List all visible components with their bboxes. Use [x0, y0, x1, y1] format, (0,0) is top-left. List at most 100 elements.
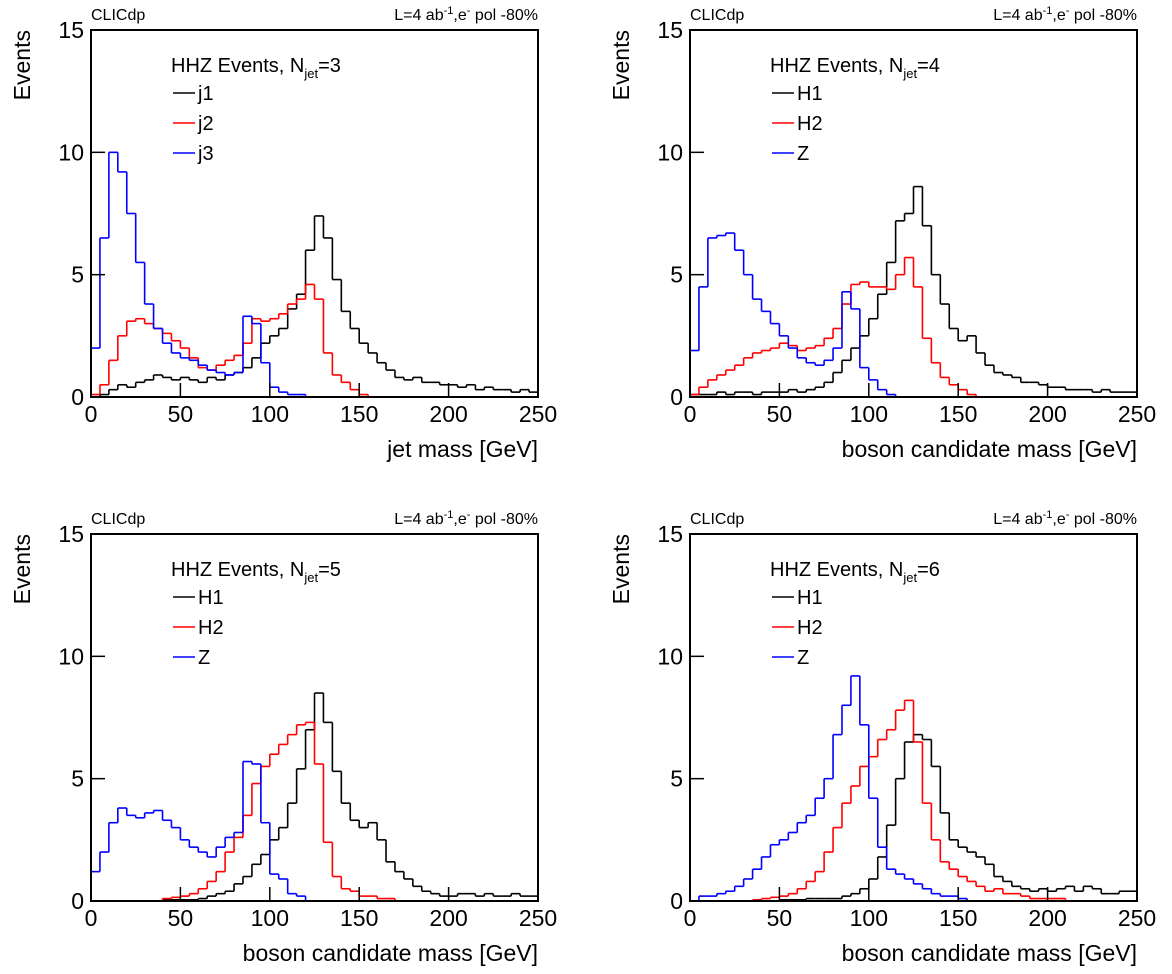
y-axis-label: Events	[9, 30, 35, 100]
luminosity-label: L=4 ab-1,e- pol -80%	[993, 5, 1137, 24]
y-axis-label: Events	[608, 534, 634, 604]
x-tick-label: 100	[251, 401, 289, 427]
label-part: L=4 ab	[993, 511, 1042, 528]
subscript: jet	[303, 66, 318, 81]
label-part: =4	[917, 55, 940, 77]
label-part: pol -80%	[470, 7, 538, 24]
x-tick-label: 150	[340, 401, 378, 427]
y-tick-label: 0	[71, 888, 84, 914]
legend-label: j3	[197, 143, 214, 165]
legend-label: j2	[197, 113, 214, 135]
label-part: L=4 ab	[394, 7, 443, 24]
plot-frame	[90, 533, 539, 902]
label-part: ,e	[453, 7, 466, 24]
x-tick-label: 50	[767, 905, 793, 931]
legend-label: H1	[797, 83, 823, 105]
superscript: -1	[444, 509, 454, 521]
y-tick-label: 0	[71, 384, 84, 410]
experiment-label: CLICdp	[690, 511, 744, 528]
superscript: -	[1066, 509, 1070, 521]
plot-frame	[689, 29, 1138, 398]
label-part: =3	[318, 55, 341, 77]
y-tick-label: 15	[58, 17, 84, 43]
y-tick-label: 5	[670, 766, 683, 792]
label-part: HHZ Events, N	[171, 55, 304, 77]
label-part: pol -80%	[1069, 7, 1137, 24]
x-tick-label: 0	[85, 905, 98, 931]
x-tick-label: 250	[1118, 905, 1156, 931]
label-part: =5	[318, 559, 341, 581]
x-tick-label: 50	[767, 401, 793, 427]
legend-title: HHZ Events, Njet=5	[171, 559, 341, 585]
experiment-label: CLICdp	[690, 7, 744, 24]
label-part: HHZ Events, N	[770, 559, 903, 581]
label-part: L=4 ab	[993, 7, 1042, 24]
y-axis-label: Events	[608, 30, 634, 100]
x-tick-label: 0	[684, 401, 697, 427]
label-part: pol -80%	[1069, 511, 1137, 528]
label-part: ,e	[1052, 7, 1065, 24]
x-tick-label: 50	[168, 905, 194, 931]
x-tick-label: 50	[168, 401, 194, 427]
legend-label: Z	[797, 647, 809, 669]
x-tick-label: 200	[1028, 401, 1066, 427]
label-part: ,e	[1052, 511, 1065, 528]
x-tick-label: 200	[429, 401, 467, 427]
legend-label: H2	[797, 113, 823, 135]
x-tick-label: 100	[850, 905, 888, 931]
x-tick-label: 200	[429, 905, 467, 931]
legend-label: j1	[197, 83, 214, 105]
superscript: -	[467, 509, 471, 521]
label-part: L=4 ab	[394, 511, 443, 528]
y-tick-label: 15	[58, 521, 84, 547]
x-axis-label: boson candidate mass [GeV]	[842, 940, 1137, 966]
experiment-label: CLICdp	[91, 7, 145, 24]
x-tick-label: 150	[939, 905, 977, 931]
legend-label: H2	[198, 617, 224, 639]
superscript: -1	[444, 5, 454, 17]
x-axis-label: jet mass [GeV]	[386, 436, 538, 462]
superscript: -1	[1043, 5, 1053, 17]
y-tick-label: 10	[657, 643, 683, 669]
y-tick-label: 5	[670, 262, 683, 288]
y-tick-label: 0	[670, 384, 683, 410]
y-axis-label: Events	[9, 534, 35, 604]
x-tick-label: 250	[519, 905, 557, 931]
luminosity-label: L=4 ab-1,e- pol -80%	[993, 509, 1137, 528]
superscript: -	[1066, 5, 1070, 17]
legend-label: Z	[797, 143, 809, 165]
plot-frame	[90, 29, 539, 398]
luminosity-label: L=4 ab-1,e- pol -80%	[394, 5, 538, 24]
y-tick-label: 10	[58, 643, 84, 669]
y-tick-label: 10	[58, 139, 84, 165]
x-axis-label: boson candidate mass [GeV]	[842, 436, 1137, 462]
y-tick-label: 0	[670, 888, 683, 914]
superscript: -1	[1043, 509, 1053, 521]
y-tick-label: 5	[71, 262, 84, 288]
label-part: pol -80%	[470, 511, 538, 528]
label-part: =6	[917, 559, 940, 581]
x-tick-label: 100	[850, 401, 888, 427]
legend-title: HHZ Events, Njet=3	[171, 55, 341, 81]
x-axis-label: boson candidate mass [GeV]	[243, 940, 538, 966]
legend-title: HHZ Events, Njet=6	[770, 559, 940, 585]
y-tick-label: 10	[657, 139, 683, 165]
x-tick-label: 250	[519, 401, 557, 427]
subscript: jet	[902, 570, 917, 585]
y-tick-label: 5	[71, 766, 84, 792]
x-tick-label: 200	[1028, 905, 1066, 931]
label-part: HHZ Events, N	[770, 55, 903, 77]
x-tick-label: 150	[939, 401, 977, 427]
legend-title: HHZ Events, Njet=4	[770, 55, 940, 81]
x-tick-label: 100	[251, 905, 289, 931]
legend-label: H1	[797, 587, 823, 609]
plot-frame	[689, 533, 1138, 902]
legend-label: H1	[198, 587, 224, 609]
legend-label: Z	[198, 647, 210, 669]
experiment-label: CLICdp	[91, 511, 145, 528]
superscript: -	[467, 5, 471, 17]
label-part: HHZ Events, N	[171, 559, 304, 581]
subscript: jet	[902, 66, 917, 81]
